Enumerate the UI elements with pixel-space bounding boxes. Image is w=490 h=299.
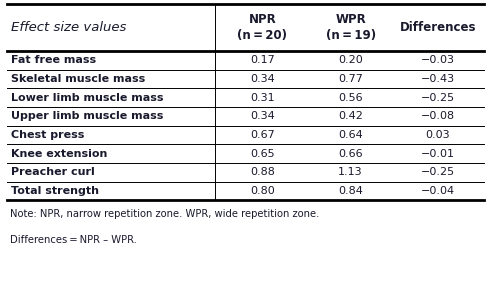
Text: 0.64: 0.64 <box>338 130 363 140</box>
Text: 0.34: 0.34 <box>250 111 275 121</box>
Text: 1.13: 1.13 <box>338 167 363 177</box>
Text: 0.88: 0.88 <box>250 167 275 177</box>
Text: Fat free mass: Fat free mass <box>11 55 97 65</box>
Text: −0.01: −0.01 <box>420 149 455 158</box>
Text: 0.67: 0.67 <box>250 130 275 140</box>
Text: Preacher curl: Preacher curl <box>11 167 95 177</box>
Text: Upper limb muscle mass: Upper limb muscle mass <box>11 111 164 121</box>
Text: −0.08: −0.08 <box>420 111 455 121</box>
Text: −0.43: −0.43 <box>420 74 455 84</box>
Text: 0.80: 0.80 <box>250 186 275 196</box>
Text: Total strength: Total strength <box>11 186 99 196</box>
Text: Chest press: Chest press <box>11 130 85 140</box>
Text: 0.20: 0.20 <box>338 55 363 65</box>
Text: 0.84: 0.84 <box>338 186 363 196</box>
Text: Lower limb muscle mass: Lower limb muscle mass <box>11 93 164 103</box>
Text: 0.42: 0.42 <box>338 111 363 121</box>
Text: Knee extension: Knee extension <box>11 149 108 158</box>
Text: 0.03: 0.03 <box>425 130 450 140</box>
Text: 0.66: 0.66 <box>338 149 363 158</box>
Text: 0.65: 0.65 <box>250 149 275 158</box>
Text: −0.04: −0.04 <box>420 186 455 196</box>
Text: Effect size values: Effect size values <box>11 21 126 34</box>
Text: NPR
(n = 20): NPR (n = 20) <box>238 13 288 42</box>
Text: 0.56: 0.56 <box>338 93 363 103</box>
Text: 0.77: 0.77 <box>338 74 363 84</box>
Text: 0.31: 0.31 <box>250 93 275 103</box>
Text: 0.34: 0.34 <box>250 74 275 84</box>
Text: −0.25: −0.25 <box>420 93 455 103</box>
Text: Skeletal muscle mass: Skeletal muscle mass <box>11 74 146 84</box>
Text: Note: NPR, narrow repetition zone. WPR, wide repetition zone.: Note: NPR, narrow repetition zone. WPR, … <box>10 209 319 219</box>
Text: −0.25: −0.25 <box>420 167 455 177</box>
Text: Differences = NPR – WPR.: Differences = NPR – WPR. <box>10 235 137 245</box>
Text: −0.03: −0.03 <box>420 55 455 65</box>
Text: Differences: Differences <box>399 21 476 34</box>
Text: 0.17: 0.17 <box>250 55 275 65</box>
Text: WPR
(n = 19): WPR (n = 19) <box>325 13 376 42</box>
